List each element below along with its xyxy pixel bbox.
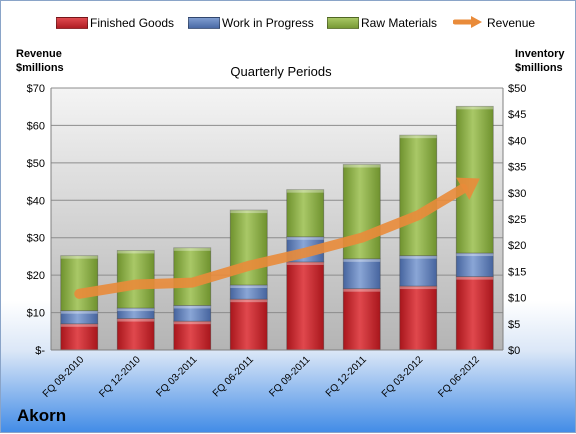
bar-highlight [173, 247, 211, 251]
y-left-tick-label: $40 [27, 195, 45, 207]
left-axis-title-line2: $millions [16, 62, 64, 74]
bar-highlight [286, 261, 324, 265]
bar-highlight [117, 308, 155, 312]
bar-highlight [173, 321, 211, 325]
bar-highlight [60, 323, 98, 327]
bar-highlight [117, 318, 155, 322]
y-left-tick-label: $50 [27, 158, 45, 170]
bar-raw-materials [60, 255, 99, 312]
bar-highlight [230, 210, 268, 214]
bar-finished-goods [229, 298, 268, 351]
x-tick-label: FQ 12-2011 [324, 354, 369, 399]
y-right-tick-label: $30 [508, 188, 526, 200]
y-right-tick-label: $35 [508, 162, 526, 174]
bar-highlight [399, 255, 437, 259]
y-right-tick-label: $40 [508, 135, 526, 147]
y-right-tick-label: $0 [508, 345, 520, 357]
y-right-tick-label: $10 [508, 293, 526, 305]
legend-arrow-icon [453, 16, 482, 28]
y-left-tick-label: $60 [27, 120, 45, 132]
left-axis-title: Revenue $millions [16, 47, 64, 75]
revenue-arrow-head [456, 177, 480, 200]
bar-highlight [60, 255, 98, 259]
legend-swatch-finished-goods [56, 17, 88, 29]
bar-highlight [343, 288, 381, 292]
bar-highlight [230, 285, 268, 289]
bar-finished-goods [60, 323, 99, 351]
bar-work-in-progress [399, 255, 438, 287]
bar-finished-goods [399, 285, 438, 351]
bar-highlight [343, 258, 381, 262]
bar-finished-goods [455, 276, 494, 351]
chart-title: Quarterly Periods [230, 64, 332, 79]
y-left-tick-label: $70 [27, 83, 45, 95]
revenue-line [74, 183, 468, 299]
bar-highlight [230, 299, 268, 303]
x-tick-label: FQ 12-2010 [97, 354, 143, 400]
bar-highlight [456, 276, 494, 280]
company-name: Akorn [17, 406, 67, 425]
legend-label: Work in Progress [222, 16, 314, 30]
y-right-tick-label: $45 [508, 109, 526, 121]
right-axis-title-line2: $millions [515, 62, 563, 74]
right-axis-title: Inventory $millions [515, 47, 565, 75]
x-tick-label: FQ 03-2012 [380, 354, 426, 400]
y-right-tick-label: $5 [508, 319, 520, 331]
bar-highlight [173, 305, 211, 309]
legend-swatch-raw-materials [327, 17, 359, 29]
x-tick-label: FQ 06-2011 [211, 354, 256, 399]
bar-highlight [456, 106, 494, 110]
y-right-tick-label: $15 [508, 266, 526, 278]
y-right-tick-label: $25 [508, 214, 526, 226]
bar-finished-goods [173, 320, 212, 351]
y-left-tick-label: $- [35, 345, 45, 357]
x-tick-label: FQ 03-2011 [154, 354, 199, 399]
right-axis-title-line1: Inventory [515, 48, 565, 60]
bar-highlight [117, 250, 155, 254]
legend-label: Revenue [487, 16, 536, 30]
bar-work-in-progress [455, 252, 494, 278]
x-tick-label: FQ 09-2010 [41, 354, 87, 400]
bar-raw-materials [399, 134, 438, 257]
y-left-tick-label: $20 [27, 270, 45, 282]
bar-highlight [286, 189, 324, 193]
bar-raw-materials [286, 189, 325, 238]
y-left-tick-label: $30 [27, 233, 45, 245]
y-right-tick-label: $50 [508, 83, 526, 95]
bar-highlight [456, 253, 494, 257]
legend-swatch-work-in-progress [188, 17, 220, 29]
bar-highlight [399, 286, 437, 290]
y-left-tick-label: $10 [27, 308, 45, 320]
bar-highlight [399, 135, 437, 139]
bar-work-in-progress [60, 310, 99, 325]
x-tick-label: FQ 06-2012 [436, 354, 482, 400]
bar-highlight [60, 310, 98, 314]
bar-highlight [343, 164, 381, 168]
bar-finished-goods [116, 318, 155, 351]
bar-highlight [286, 236, 324, 240]
legend-label: Raw Materials [361, 16, 438, 30]
y-right-tick-label: $20 [508, 240, 526, 252]
legend-label: Finished Goods [90, 16, 175, 30]
bar-finished-goods [286, 261, 325, 351]
bar-finished-goods [342, 288, 381, 351]
x-tick-label: FQ 09-2011 [267, 354, 312, 399]
left-axis-title-line1: Revenue [16, 48, 62, 60]
bar-work-in-progress [342, 258, 381, 290]
